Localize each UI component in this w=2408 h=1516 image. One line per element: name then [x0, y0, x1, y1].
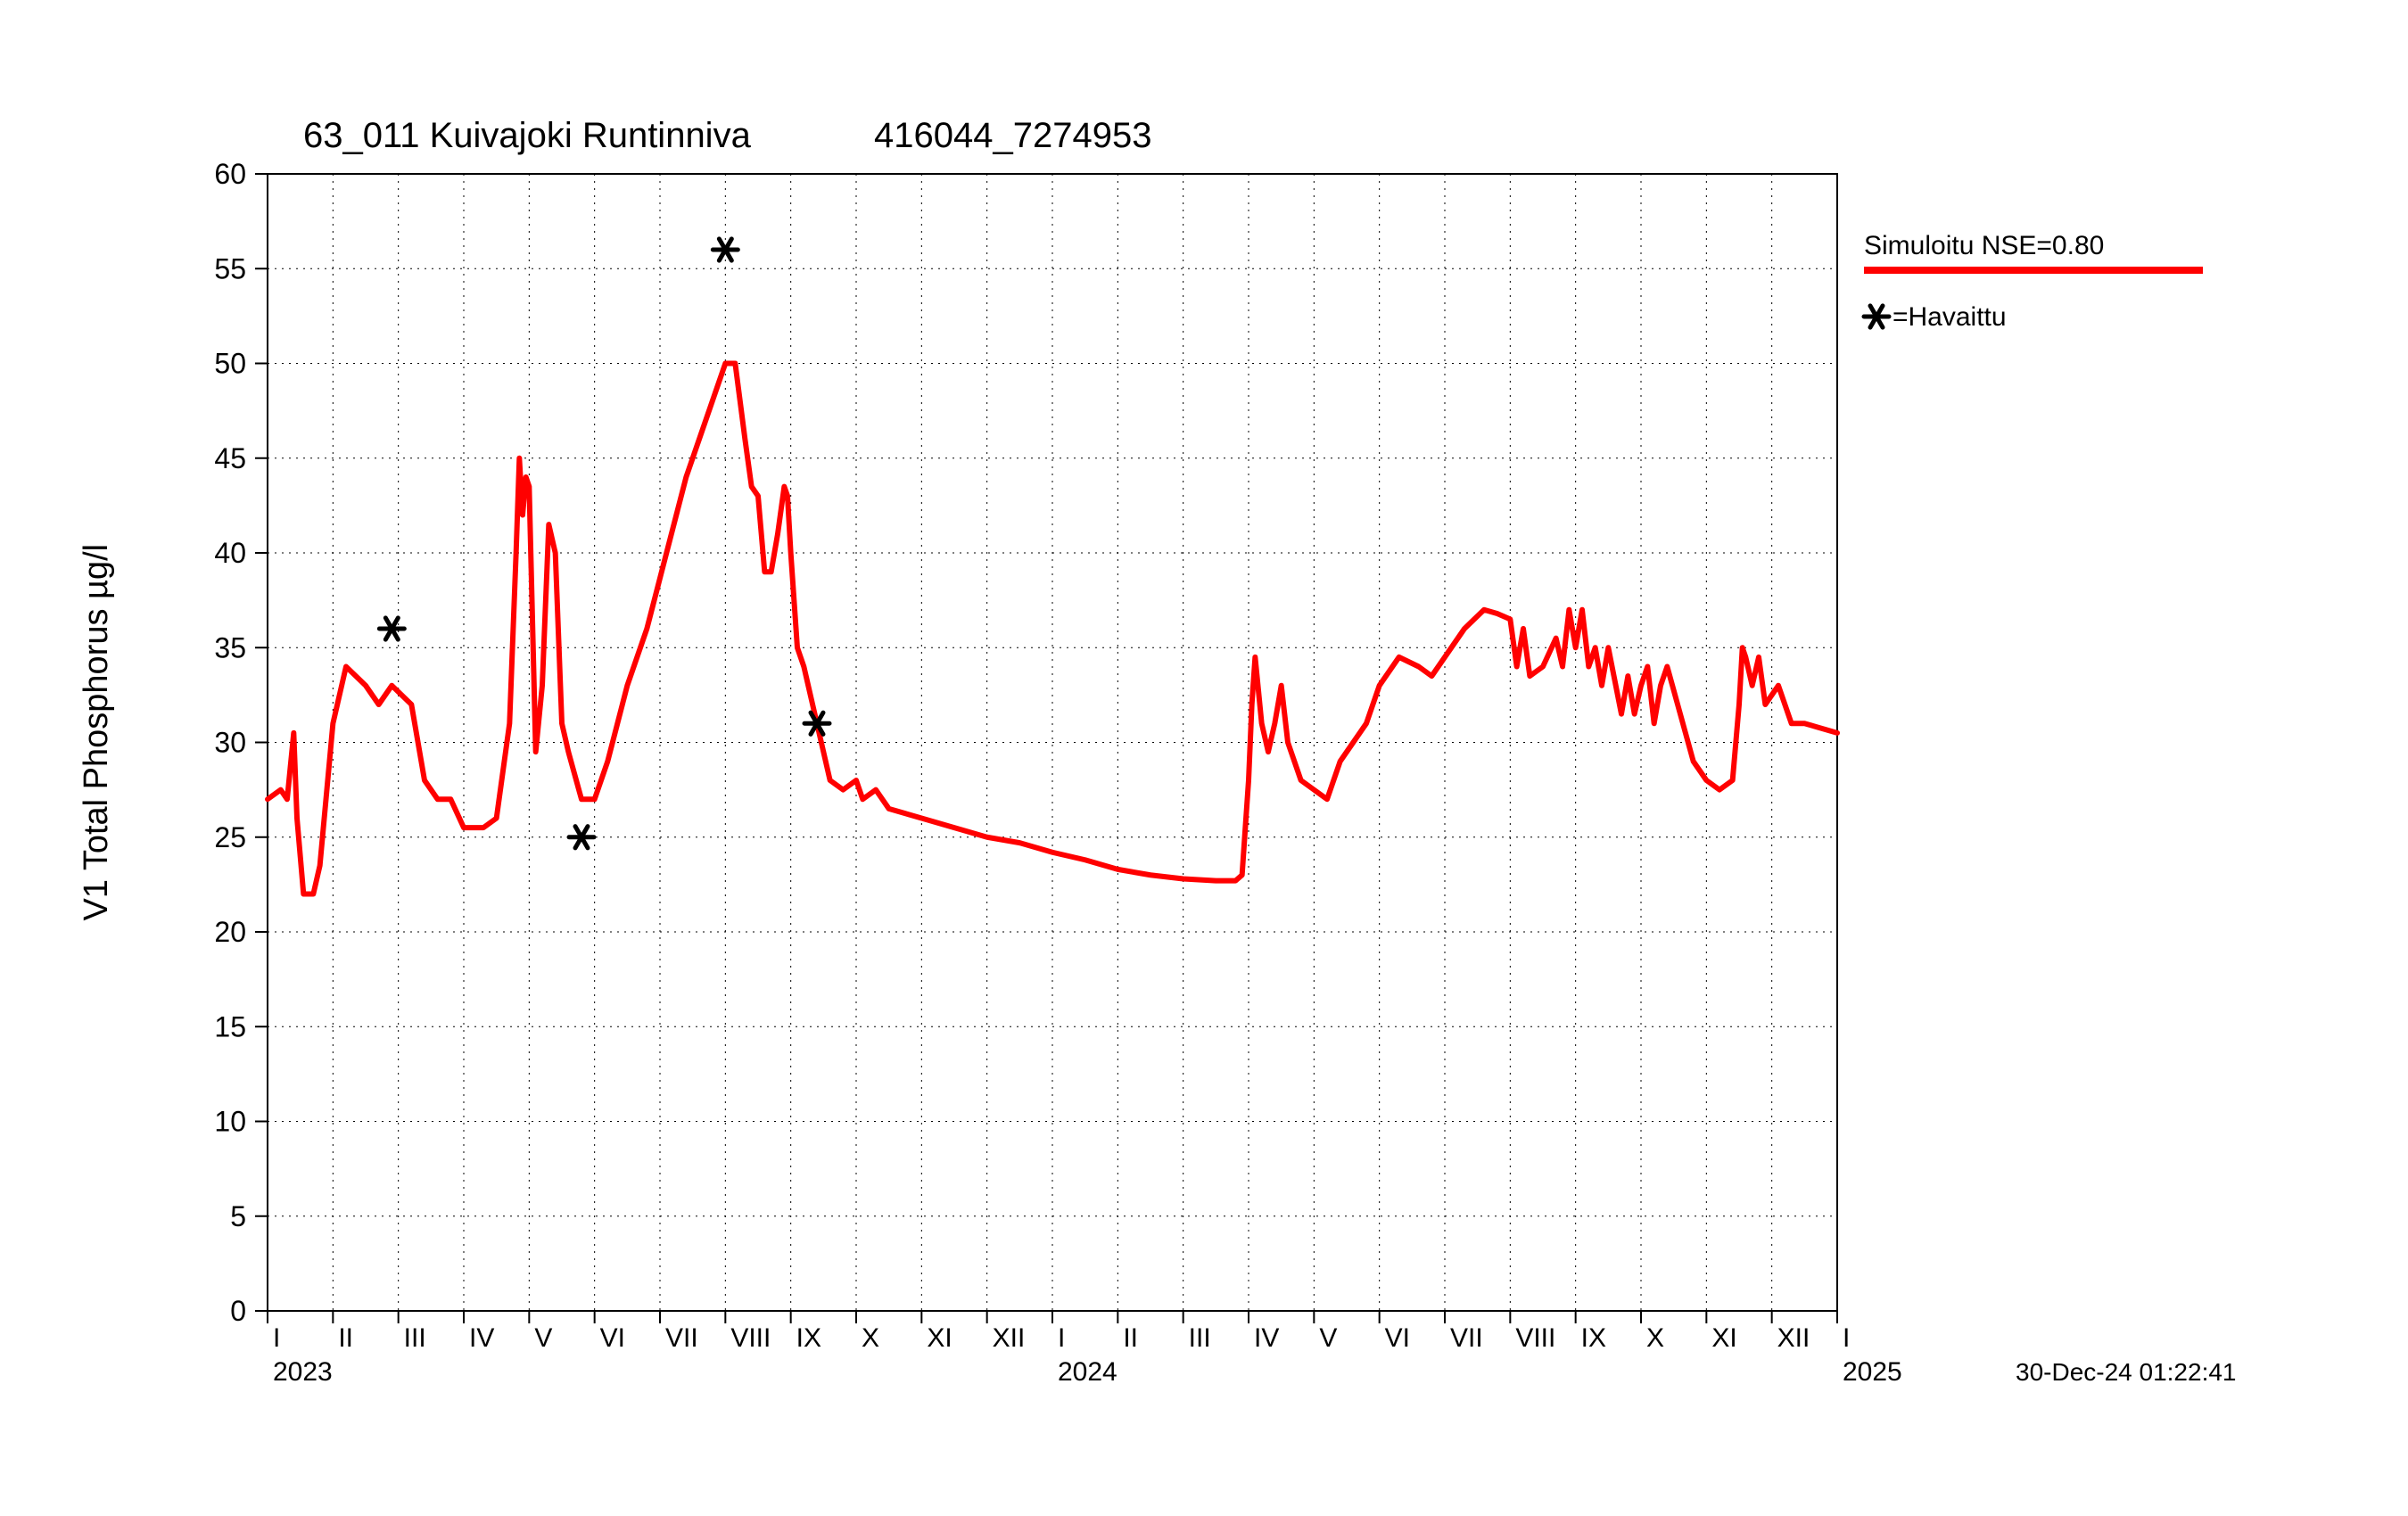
ytick-label: 55	[214, 252, 246, 284]
month-label: X	[862, 1323, 879, 1353]
month-label: IV	[1254, 1323, 1279, 1353]
month-label: IX	[796, 1323, 821, 1353]
y-axis-label: V1 Total Phosphorus µg/l	[78, 544, 115, 921]
month-label: I	[1058, 1323, 1065, 1353]
ytick-label: 60	[214, 158, 246, 190]
ytick-label: 10	[214, 1106, 246, 1138]
month-label: X	[1646, 1323, 1664, 1353]
month-label: I	[1843, 1323, 1850, 1353]
timestamp: 30-Dec-24 01:22:41	[2016, 1358, 2237, 1386]
ytick-label: 0	[230, 1295, 246, 1327]
month-label: V	[534, 1323, 552, 1353]
month-label: VIII	[730, 1323, 771, 1353]
chart-title-right: 416044_7274953	[874, 116, 1151, 155]
month-label: XI	[1711, 1323, 1736, 1353]
observed-marker	[713, 239, 738, 260]
month-label: VII	[665, 1323, 698, 1353]
ytick-label: 40	[214, 537, 246, 569]
phosphorus-chart: 051015202530354045505560IIIIIIIVVVIVIIVI…	[0, 0, 2408, 1516]
ytick-label: 35	[214, 631, 246, 663]
month-label: IX	[1581, 1323, 1606, 1353]
year-label: 2024	[1058, 1357, 1117, 1387]
month-label: XII	[1777, 1323, 1810, 1353]
chart-title-left: 63_011 Kuivajoki Runtinniva	[303, 116, 752, 155]
month-label: VI	[1385, 1323, 1410, 1353]
ytick-label: 25	[214, 821, 246, 853]
month-label: III	[404, 1323, 426, 1353]
month-label: II	[1123, 1323, 1138, 1353]
ytick-label: 50	[214, 348, 246, 380]
month-label: VIII	[1515, 1323, 1555, 1353]
legend-observed-icon	[1864, 306, 1889, 327]
ytick-label: 45	[214, 442, 246, 474]
year-label: 2025	[1843, 1357, 1902, 1387]
month-label: III	[1189, 1323, 1211, 1353]
month-label: VI	[600, 1323, 625, 1353]
observed-marker	[569, 827, 594, 848]
month-label: II	[338, 1323, 353, 1353]
month-label: XI	[927, 1323, 952, 1353]
month-label: I	[273, 1323, 280, 1353]
ytick-label: 30	[214, 727, 246, 759]
observed-marker	[379, 618, 404, 639]
ytick-label: 5	[230, 1200, 246, 1232]
year-label: 2023	[273, 1357, 333, 1387]
ytick-label: 15	[214, 1010, 246, 1042]
month-label: IV	[469, 1323, 494, 1353]
month-label: V	[1319, 1323, 1337, 1353]
month-label: XII	[993, 1323, 1026, 1353]
simulated-line	[268, 364, 1837, 894]
month-label: VII	[1450, 1323, 1483, 1353]
legend-simulated-label: Simuloitu NSE=0.80	[1864, 231, 2104, 260]
legend-observed-label: =Havaittu	[1893, 302, 2007, 332]
ytick-label: 20	[214, 916, 246, 948]
